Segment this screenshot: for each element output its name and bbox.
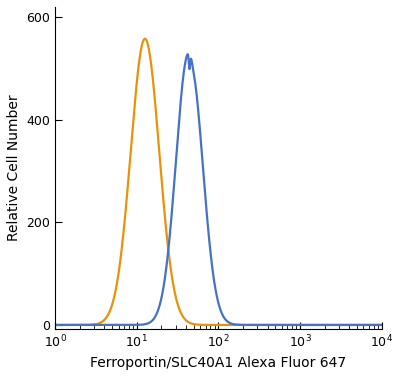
X-axis label: Ferroportin/SLC40A1 Alexa Fluor 647: Ferroportin/SLC40A1 Alexa Fluor 647 bbox=[90, 356, 346, 370]
Y-axis label: Relative Cell Number: Relative Cell Number bbox=[7, 95, 21, 241]
